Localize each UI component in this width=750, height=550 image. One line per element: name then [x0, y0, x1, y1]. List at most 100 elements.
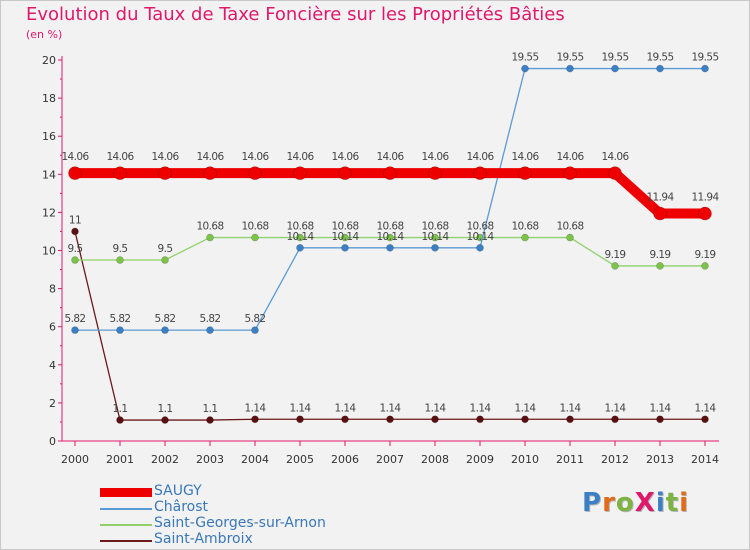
y-tick-label: 12: [42, 206, 56, 219]
data-point: [296, 415, 304, 424]
data-label: 1.14: [695, 402, 717, 414]
data-label: 19.55: [511, 52, 538, 64]
data-label: 10.68: [466, 221, 493, 233]
x-tick-label: 2004: [241, 453, 269, 466]
legend-label: SAUGY: [154, 483, 202, 499]
legend-swatch: [100, 524, 152, 526]
data-label: 19.55: [601, 52, 628, 64]
data-point: [656, 415, 664, 424]
data-point: [116, 416, 124, 424]
data-point: [701, 64, 709, 73]
data-label: 10.68: [286, 221, 313, 233]
data-label: 1.14: [515, 402, 537, 414]
data-label: 9.19: [650, 249, 671, 261]
data-point: [608, 166, 622, 180]
data-point: [431, 233, 439, 242]
data-label: 14.06: [61, 151, 89, 163]
series-saugy: [68, 166, 712, 221]
y-tick-label: 14: [42, 168, 56, 181]
data-point: [161, 256, 169, 264]
data-label: 10.68: [376, 221, 403, 233]
data-point: [431, 415, 439, 424]
data-label: 14.06: [151, 151, 179, 163]
data-point: [296, 233, 304, 242]
data-label: 10.68: [511, 221, 538, 233]
data-point: [341, 244, 349, 252]
y-tick-label: 6: [49, 321, 56, 334]
data-label: 1.1: [203, 403, 218, 415]
series-line: [74, 67, 706, 331]
data-point: [656, 64, 664, 73]
y-tick-label: 20: [42, 54, 56, 67]
data-label: 14.06: [196, 151, 224, 163]
data-label: 10.14: [286, 231, 314, 243]
x-tick-label: 2007: [376, 453, 404, 466]
x-tick-label: 2014: [691, 453, 719, 466]
data-point: [518, 166, 532, 180]
data-label: 10.68: [421, 221, 448, 233]
data-label: 10.14: [331, 231, 359, 243]
data-point: [431, 244, 439, 252]
data-point: [653, 206, 667, 221]
data-label: 1.14: [560, 402, 582, 414]
data-point: [611, 262, 619, 270]
data-point: [161, 326, 169, 334]
data-label: 14.06: [241, 151, 269, 163]
x-tick-label: 2005: [286, 453, 314, 466]
data-point: [611, 415, 619, 424]
x-tick-label: 2013: [646, 453, 674, 466]
x-tick-label: 2001: [106, 453, 134, 466]
y-tick-label: 4: [49, 359, 56, 372]
data-point: [251, 415, 259, 424]
data-point: [566, 64, 574, 73]
data-label: 9.5: [68, 243, 83, 255]
x-tick-label: 2008: [421, 453, 449, 466]
data-label: 1.14: [245, 402, 267, 414]
x-tick-label: 2002: [151, 453, 179, 466]
data-label: 19.55: [646, 52, 673, 64]
x-tick-label: 2006: [331, 453, 359, 466]
data-point: [473, 166, 487, 180]
data-label: 19.55: [691, 52, 718, 64]
data-point: [476, 244, 484, 252]
legend-swatch: [100, 540, 152, 542]
data-point: [476, 415, 484, 424]
data-label: 1.14: [470, 402, 492, 414]
series-saint-ambroix: [71, 227, 709, 424]
x-tick-label: 2009: [466, 453, 494, 466]
data-point: [386, 415, 394, 424]
legend-label: Saint-Ambroix: [154, 531, 253, 547]
data-label: 1.14: [335, 402, 357, 414]
data-point: [611, 64, 619, 73]
data-point: [206, 326, 214, 334]
legend-swatch: [100, 508, 152, 510]
proxiti-logo: ProXiti: [582, 488, 690, 518]
data-point: [68, 166, 82, 180]
data-point: [71, 227, 79, 236]
data-point: [563, 166, 577, 180]
data-label: 5.82: [155, 313, 176, 325]
data-label: 5.82: [200, 313, 221, 325]
data-point: [251, 326, 259, 334]
x-tick-label: 2010: [511, 453, 539, 466]
data-label: 5.82: [110, 313, 131, 325]
data-point: [521, 64, 529, 73]
data-label: 14.06: [601, 151, 629, 163]
series-ch-rost: [71, 64, 709, 334]
data-point: [116, 326, 124, 334]
data-point: [293, 166, 307, 180]
data-label: 10.68: [556, 221, 583, 233]
data-point: [383, 166, 397, 180]
data-label: 10.14: [466, 231, 494, 243]
y-tick-label: 16: [42, 130, 56, 143]
x-tick-label: 2011: [556, 453, 584, 466]
data-label: 10.68: [241, 221, 268, 233]
data-point: [428, 166, 442, 180]
y-tick-label: 2: [49, 397, 56, 410]
data-point: [206, 416, 214, 424]
series-layer: [68, 64, 712, 424]
axes: 0 2 4 6 8 10 12 14 16 18 20 2000 2001 2002 2003 2004 200…: [42, 54, 719, 466]
data-label: 1.14: [290, 402, 312, 414]
y-tick-label: 18: [42, 92, 56, 105]
